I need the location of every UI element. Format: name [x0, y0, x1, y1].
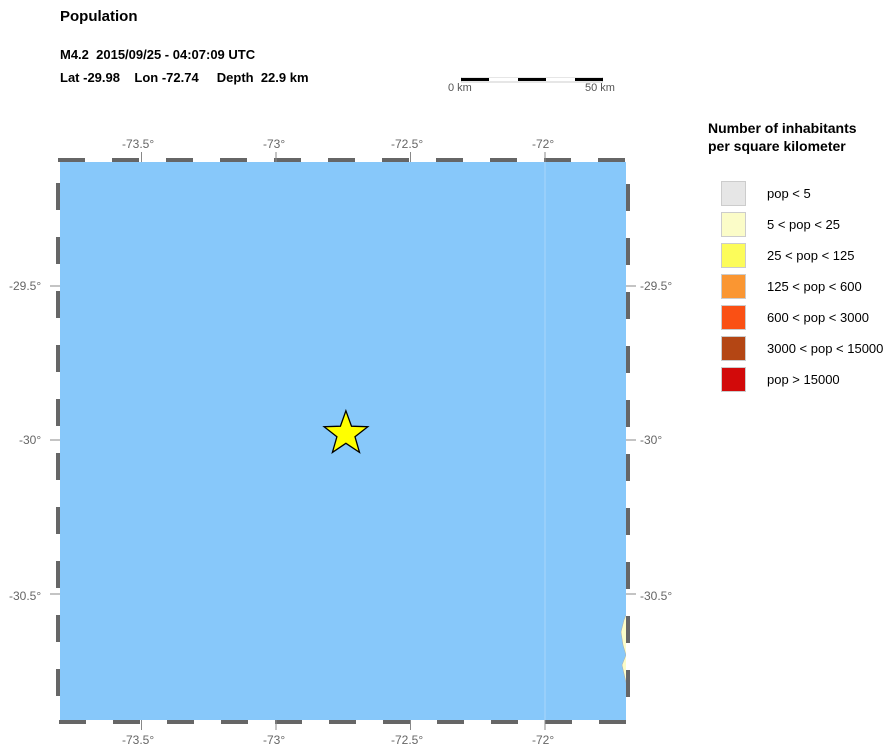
lat-tick-left: -30.5°	[9, 589, 42, 603]
frame-border-dashed	[56, 158, 630, 724]
lat-tick-left: -29.5°	[9, 279, 42, 293]
legend-swatch	[721, 212, 746, 237]
legend-label: 125 < pop < 600	[767, 279, 862, 294]
legend-swatch	[721, 305, 746, 330]
star-icon	[322, 408, 370, 454]
legend-label: pop > 15000	[767, 372, 840, 387]
legend-item: 600 < pop < 3000	[721, 305, 869, 330]
legend-label: 25 < pop < 125	[767, 248, 855, 263]
lon-tick-top: -73°	[263, 137, 286, 151]
legend-item: 5 < pop < 25	[721, 212, 840, 237]
lat-tick-right: -30.5°	[640, 589, 673, 603]
legend-title: Number of inhabitants per square kilomet…	[708, 119, 857, 155]
lon-tick-bottom: -72°	[532, 733, 555, 747]
legend-item: pop > 15000	[721, 367, 840, 392]
legend-label: 600 < pop < 3000	[767, 310, 869, 325]
legend-swatch	[721, 243, 746, 268]
legend-swatch	[721, 336, 746, 361]
lat-tick-right: -30°	[640, 433, 663, 447]
legend-item: 3000 < pop < 15000	[721, 336, 883, 361]
legend-label: 3000 < pop < 15000	[767, 341, 884, 356]
legend-item: pop < 5	[721, 181, 811, 206]
legend-item: 125 < pop < 600	[721, 274, 862, 299]
lon-tick-bottom: -73°	[263, 733, 286, 747]
legend-item: 25 < pop < 125	[721, 243, 854, 268]
event-info-line1: M4.2 2015/09/25 - 04:07:09 UTC	[60, 47, 256, 62]
legend-label: pop < 5	[767, 186, 811, 201]
scale-start-label: 0 km	[448, 82, 472, 94]
legend-swatch	[721, 274, 746, 299]
lat-tick-right: -29.5°	[640, 279, 673, 293]
legend-swatch	[721, 181, 746, 206]
lon-tick-top: -72°	[532, 137, 555, 151]
event-info-line2: Lat -29.98 Lon -72.74 Depth 22.9 km	[60, 70, 309, 85]
lon-tick-top: -72.5°	[391, 137, 424, 151]
legend-swatch	[721, 367, 746, 392]
lat-tick-left: -30°	[19, 433, 42, 447]
legend-title-line2: per square kilometer	[708, 138, 846, 154]
lon-tick-bottom: -72.5°	[391, 733, 424, 747]
legend-title-line1: Number of inhabitants	[708, 120, 857, 136]
legend-label: 5 < pop < 25	[767, 217, 841, 232]
map-title: Population	[60, 8, 138, 25]
lon-tick-top: -73.5°	[122, 137, 155, 151]
lon-tick-bottom: -73.5°	[122, 733, 155, 747]
scale-end-label: 50 km	[585, 82, 615, 94]
